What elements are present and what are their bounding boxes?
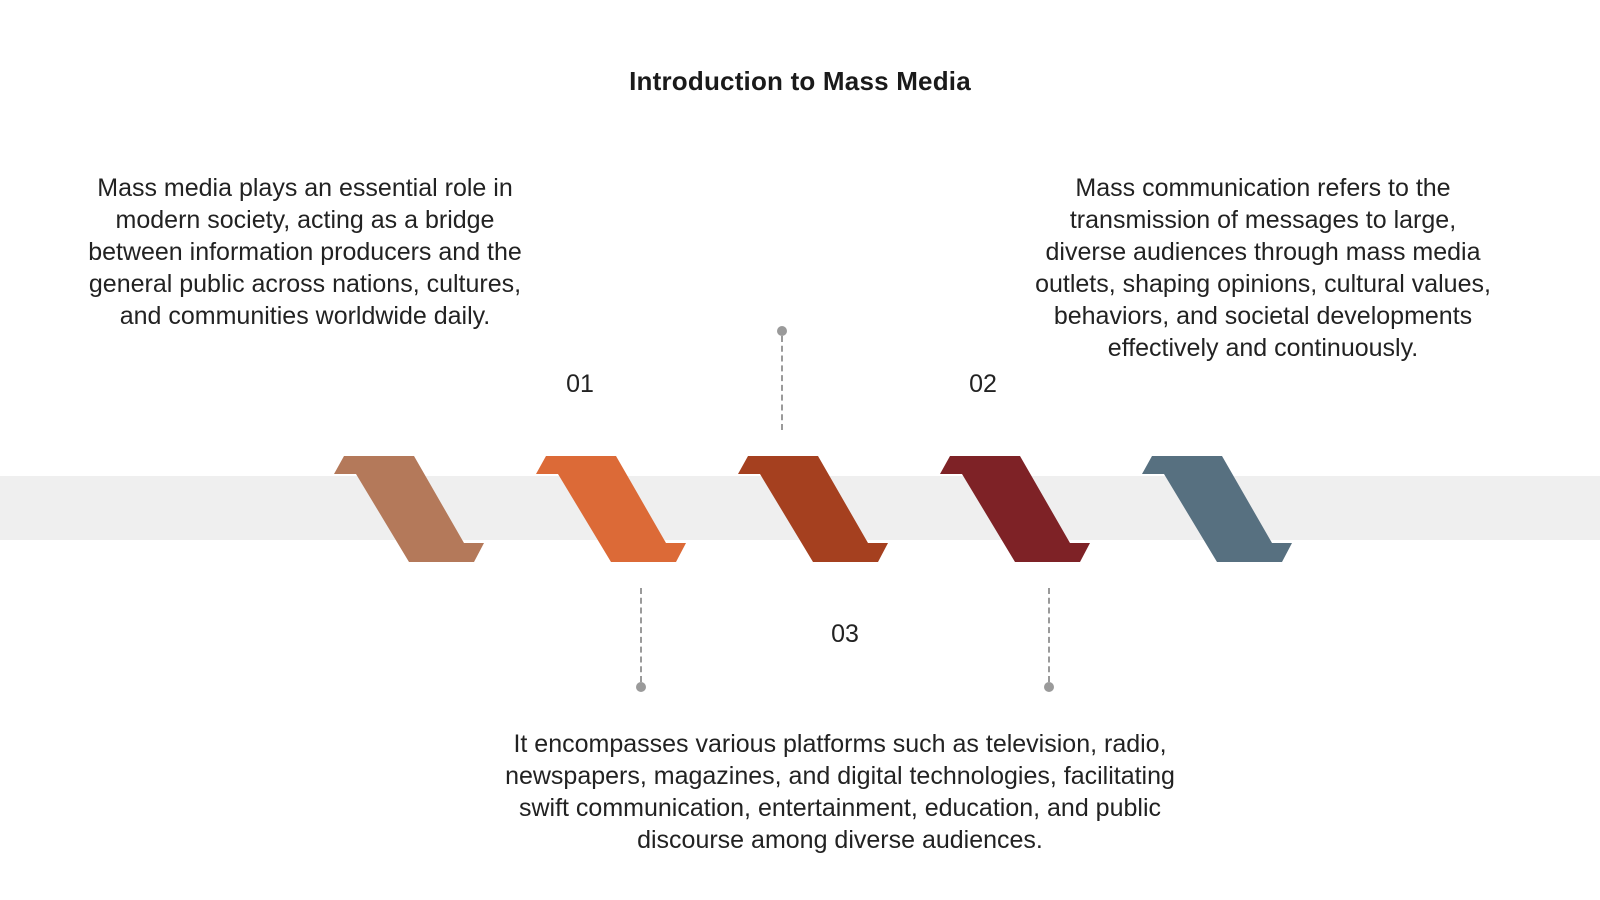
connector-bottom-left: [636, 588, 646, 692]
chevron-1-fill: [334, 456, 484, 562]
step-1-number: 01: [566, 370, 594, 398]
connector-line: [1048, 588, 1050, 682]
chevron-shape-2: [536, 456, 686, 562]
chevron-4-fill: [940, 456, 1090, 562]
step-3-number: 03: [831, 620, 859, 648]
chevron-3-fill: [738, 456, 888, 562]
step-1-description: Mass media plays an essential role in mo…: [88, 174, 522, 330]
connector-dot: [1044, 682, 1054, 692]
connector-dot: [777, 326, 787, 336]
page-title: Introduction to Mass Media: [629, 66, 971, 96]
chevron-2-fill: [536, 456, 686, 562]
chevron-shape-1: [334, 456, 484, 562]
connector-top-center: [777, 326, 787, 430]
step-2-number: 02: [969, 370, 997, 398]
connector-bottom-right: [1044, 588, 1054, 692]
connector-line: [781, 336, 783, 430]
step-2-description: Mass communication refers to the transmi…: [1035, 174, 1491, 362]
chevron-shape-5: [1142, 456, 1292, 562]
connector-dot: [636, 682, 646, 692]
step-3-description: It encompasses various platforms such as…: [505, 730, 1175, 854]
chevron-5-fill: [1142, 456, 1292, 562]
chevron-shape-4: [940, 456, 1090, 562]
connector-line: [640, 588, 642, 682]
chevron-shape-3: [738, 456, 888, 562]
